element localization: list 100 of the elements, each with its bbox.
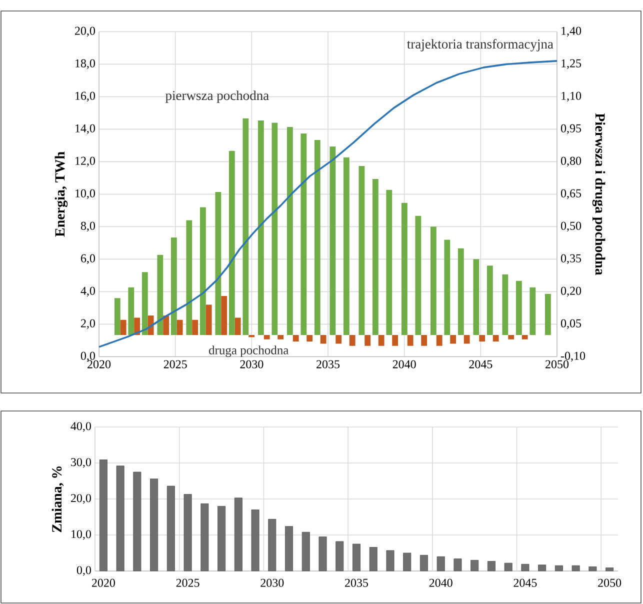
- bar: [170, 238, 177, 336]
- bar: [343, 157, 350, 336]
- bar: [572, 565, 580, 572]
- bar: [234, 498, 242, 572]
- y2-tick-label: 0,95: [560, 124, 582, 134]
- bar: [206, 304, 212, 336]
- bar: [116, 466, 124, 572]
- bar: [554, 565, 563, 572]
- y-tick-label: 18,0: [76, 59, 96, 70]
- bar: [264, 335, 270, 340]
- bar: [386, 190, 392, 336]
- y-tick-label: 30,0: [71, 458, 92, 468]
- bar: [150, 478, 158, 572]
- bar: [272, 122, 278, 336]
- bar: [588, 566, 597, 572]
- bar: [486, 266, 493, 336]
- bar: [320, 335, 326, 344]
- y2-tick-label: 0,50: [560, 222, 582, 232]
- y2-tick-label: 1,25: [562, 59, 582, 70]
- bar: [392, 335, 398, 346]
- y2-tick-label: 0,65: [560, 189, 582, 200]
- y2-tick-label: 1,10: [562, 92, 582, 102]
- bar: [504, 562, 512, 572]
- y2-tick-label: -0,10: [560, 352, 586, 362]
- bar: [228, 150, 235, 336]
- bar: [302, 532, 310, 572]
- bar: [157, 254, 164, 336]
- y-axis-title: Energia, TWh: [54, 152, 68, 237]
- bar: [369, 547, 378, 572]
- bar: [521, 564, 530, 572]
- bar: [544, 294, 551, 336]
- bar: [285, 526, 294, 572]
- y-tick-label: 2,0: [81, 319, 96, 330]
- x-tick-label: 2030: [260, 578, 284, 587]
- y2-tick-label: 0,80: [560, 156, 582, 167]
- bar: [184, 494, 192, 572]
- bar: [128, 287, 134, 336]
- bar: [378, 335, 384, 346]
- bar: [470, 560, 479, 572]
- y-tick-label: 8,0: [80, 222, 96, 232]
- bar: [176, 320, 183, 336]
- bar: [372, 179, 378, 336]
- bar: [436, 335, 442, 346]
- y2-tick-label: 0,05: [560, 319, 582, 330]
- bar: [114, 298, 120, 336]
- x-tick-label: 2035: [316, 360, 340, 368]
- y-tick-label: 14,0: [76, 124, 96, 134]
- bar: [218, 506, 226, 572]
- y-tick-label: 6,0: [80, 254, 96, 264]
- x-tick-label: 2035: [345, 578, 368, 587]
- y2-axis-title: Pierwsza i druga pochodna: [592, 113, 606, 276]
- x-tick-label: 2025: [176, 578, 200, 587]
- bar: [530, 287, 536, 336]
- bar: [487, 561, 496, 572]
- y-tick-label: 10,0: [76, 189, 96, 200]
- bar: [386, 550, 394, 572]
- bar: [336, 335, 342, 344]
- bar: [473, 259, 480, 336]
- bar: [314, 140, 320, 336]
- bar: [200, 207, 206, 336]
- bar: [407, 335, 414, 346]
- bar: [318, 536, 327, 572]
- x-tick-label: 2025: [164, 360, 187, 368]
- y-tick-label: 0,0: [80, 352, 96, 362]
- bar: [166, 486, 175, 572]
- x-tick-label: 2020: [88, 360, 111, 368]
- bar: [251, 510, 260, 572]
- bar: [458, 248, 464, 336]
- bar: [186, 220, 192, 336]
- bar: [192, 320, 198, 336]
- bar: [358, 166, 365, 336]
- bar: [133, 472, 142, 572]
- bar: [242, 118, 249, 336]
- y-tick-label: 10,0: [72, 530, 92, 540]
- x-tick-label: 2045: [469, 360, 492, 368]
- x-tick-label: 2030: [240, 360, 264, 368]
- bar: [364, 335, 371, 346]
- bar: [454, 558, 462, 572]
- bar: [215, 192, 222, 336]
- bar: [258, 120, 264, 336]
- y-tick-label: 16,0: [76, 92, 96, 102]
- bar: [502, 274, 508, 336]
- series-label: druga pochodna: [208, 346, 289, 357]
- bar: [430, 226, 436, 336]
- bar: [352, 544, 360, 572]
- y-tick-label: 0,0: [76, 566, 92, 576]
- bar: [336, 541, 344, 572]
- bar: [522, 335, 528, 340]
- y-tick-label: 12,0: [76, 156, 96, 167]
- bar: [403, 552, 412, 572]
- bar: [492, 335, 499, 342]
- x-tick-label: 2040: [429, 578, 452, 587]
- x-tick-label: 2050: [546, 360, 569, 368]
- bar: [516, 280, 522, 336]
- bar: [436, 556, 445, 572]
- x-tick-label: 2020: [92, 578, 115, 587]
- x-tick-label: 2040: [392, 360, 416, 368]
- x-tick-label: 2050: [598, 578, 622, 587]
- bar: [450, 335, 456, 344]
- bar: [292, 335, 299, 342]
